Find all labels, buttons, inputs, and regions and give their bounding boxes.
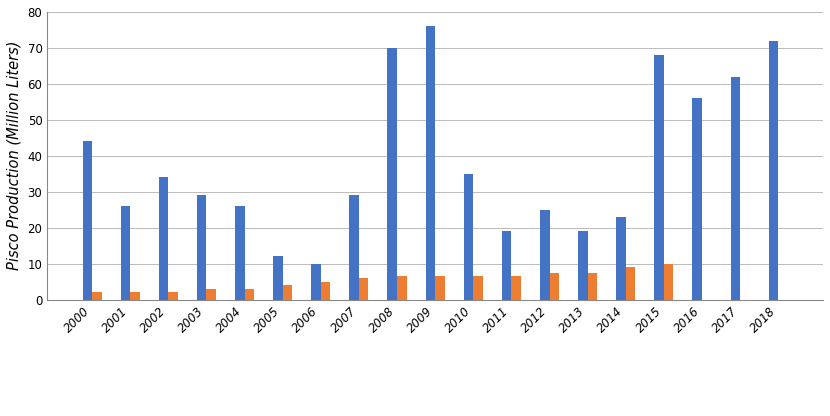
Bar: [549, 272, 559, 300]
Bar: [502, 231, 511, 300]
Bar: [168, 292, 178, 300]
Bar: [426, 26, 435, 300]
Bar: [359, 278, 369, 300]
Bar: [283, 285, 292, 300]
Bar: [664, 264, 673, 300]
Bar: [273, 256, 283, 300]
Bar: [349, 195, 359, 300]
Bar: [92, 292, 101, 300]
Bar: [540, 210, 549, 300]
Bar: [654, 55, 664, 300]
Bar: [616, 217, 626, 300]
Bar: [692, 98, 702, 300]
Bar: [473, 276, 483, 300]
Bar: [235, 206, 245, 300]
Bar: [626, 267, 635, 300]
Bar: [120, 206, 130, 300]
Bar: [435, 276, 445, 300]
Bar: [730, 77, 740, 300]
Bar: [464, 174, 473, 300]
Bar: [397, 276, 407, 300]
Bar: [207, 289, 216, 300]
Bar: [588, 272, 597, 300]
Bar: [320, 282, 330, 300]
Bar: [245, 289, 254, 300]
Bar: [130, 292, 139, 300]
Y-axis label: Pisco Production (Million Liters): Pisco Production (Million Liters): [7, 41, 22, 270]
Bar: [311, 264, 320, 300]
Bar: [197, 195, 207, 300]
Bar: [82, 141, 92, 300]
Bar: [579, 231, 588, 300]
Bar: [769, 41, 779, 300]
Bar: [388, 48, 397, 300]
Bar: [511, 276, 521, 300]
Bar: [159, 177, 168, 300]
